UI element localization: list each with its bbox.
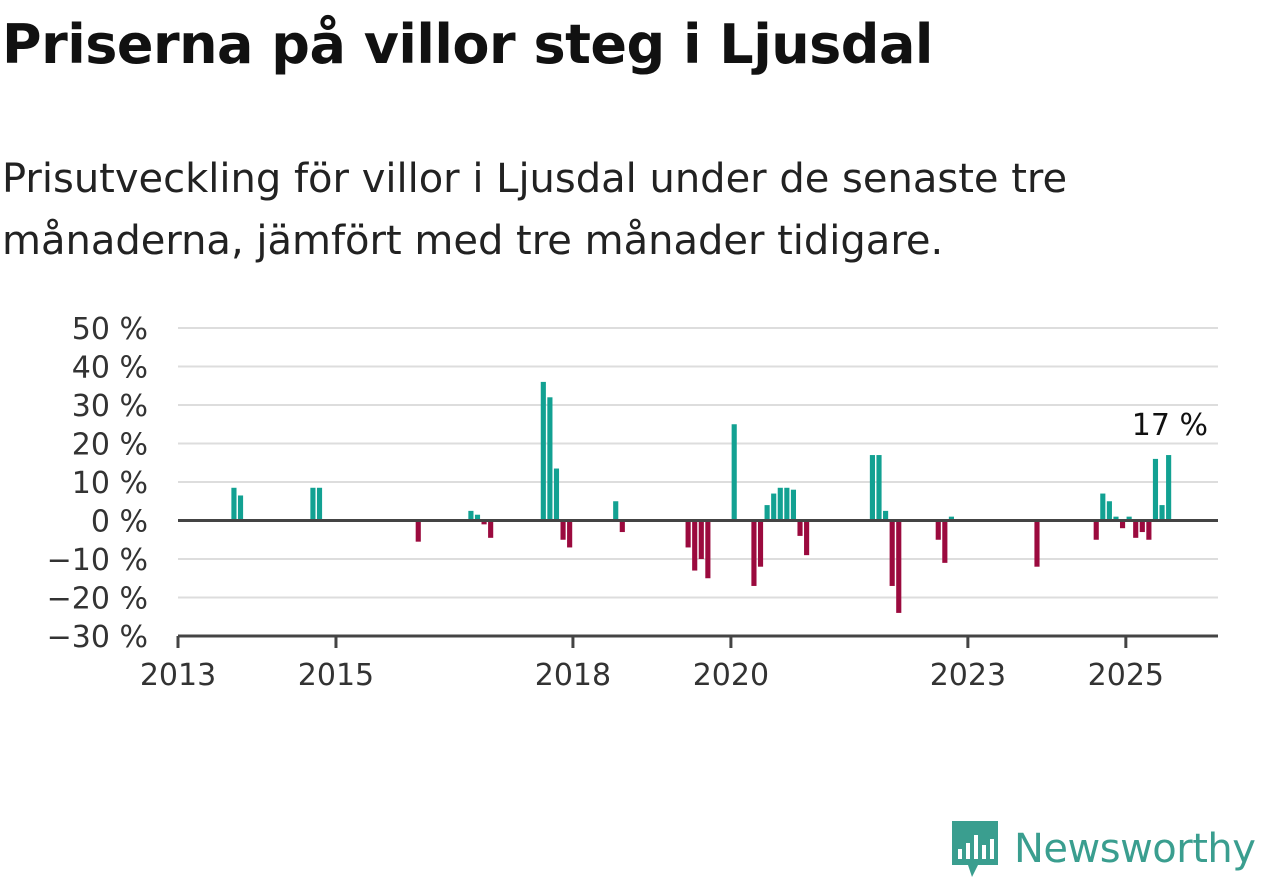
gridlines — [178, 327, 1218, 599]
bar — [942, 520, 948, 563]
bar — [705, 520, 711, 579]
y-tick-label: −30 % — [47, 620, 148, 655]
bars — [231, 381, 1172, 613]
x-tick-label: 2020 — [693, 658, 769, 693]
bar — [790, 489, 797, 521]
bar — [488, 520, 494, 538]
bar — [613, 501, 619, 521]
brand-name: Newsworthy — [1014, 826, 1256, 872]
bar — [547, 397, 553, 521]
bar — [935, 520, 941, 540]
newsworthy-logo-icon — [952, 821, 998, 877]
y-tick-label: 40 % — [72, 351, 148, 386]
bar — [1106, 501, 1112, 521]
bar — [1119, 520, 1126, 529]
annotation-label: 17 % — [1132, 408, 1208, 443]
bar — [1093, 520, 1099, 540]
bar-chart: −30 %−20 % −10 %0 % 10 %20 % 30 %40 % 50 % 20… — [47, 312, 1218, 693]
brand-logo: Newsworthy — [950, 818, 1256, 880]
bar — [553, 468, 560, 521]
y-tick-label: −20 % — [47, 582, 148, 617]
y-tick-label: 50 % — [72, 312, 148, 347]
bar — [698, 520, 704, 559]
y-tick-label: 10 % — [72, 466, 148, 501]
bar — [481, 520, 487, 525]
bar — [896, 520, 902, 613]
bar — [310, 487, 316, 521]
bar — [237, 495, 244, 521]
chart-subtitle: Prisutveckling för villor i Ljusdal unde… — [2, 156, 1068, 264]
labels: −30 %−20 % −10 %0 % 10 %20 % 30 %40 % 50 % 20… — [47, 312, 1208, 693]
bar — [797, 520, 803, 536]
bar — [1159, 505, 1165, 521]
bar — [1100, 493, 1106, 521]
bar — [1146, 520, 1152, 540]
bar — [757, 520, 764, 567]
bar — [316, 487, 323, 521]
x-tick-label: 2023 — [930, 658, 1006, 693]
bar — [784, 487, 790, 521]
bar — [468, 510, 474, 521]
axes — [176, 519, 1218, 648]
y-tick-label: 20 % — [72, 428, 148, 463]
bar — [889, 520, 895, 586]
bar — [619, 520, 625, 533]
bar — [474, 514, 481, 521]
bar — [764, 505, 770, 521]
x-tick-label: 2018 — [535, 658, 611, 693]
bar — [804, 520, 810, 556]
x-tick-label: 2025 — [1088, 658, 1164, 693]
bar — [751, 520, 757, 586]
x-tick-label: 2013 — [140, 658, 216, 693]
bar — [415, 520, 421, 542]
bar — [1133, 520, 1139, 538]
bar — [869, 455, 875, 521]
bar — [1113, 516, 1119, 521]
y-tick-label: 0 % — [91, 505, 148, 540]
y-tick-label: 30 % — [72, 389, 148, 424]
chart-title: Priserna på villor steg i Ljusdal — [2, 13, 933, 76]
bar — [1126, 516, 1132, 521]
bar — [567, 520, 573, 548]
x-tick-label: 2015 — [298, 658, 374, 693]
bar — [692, 520, 698, 571]
bar — [731, 424, 737, 521]
bar — [540, 381, 546, 521]
bar — [1166, 455, 1172, 521]
bar — [948, 516, 954, 521]
y-tick-label: −10 % — [47, 543, 148, 578]
bar — [1152, 458, 1159, 521]
bar — [1034, 520, 1040, 567]
bar — [883, 510, 889, 521]
bar — [560, 520, 566, 540]
bar — [771, 493, 777, 521]
bar — [876, 455, 882, 521]
bar — [231, 487, 237, 521]
bar — [1139, 520, 1145, 533]
bar — [685, 520, 691, 548]
bar — [777, 487, 783, 521]
